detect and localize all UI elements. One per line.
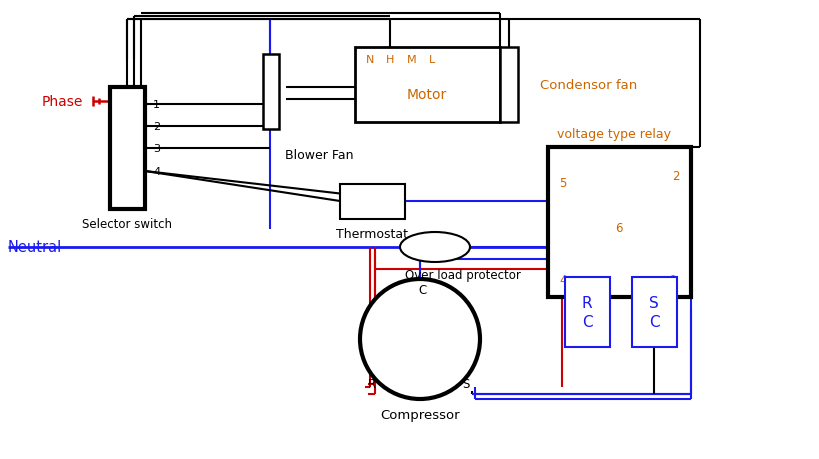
Bar <box>355 48 500 123</box>
Text: L: L <box>429 55 435 65</box>
Text: 1: 1 <box>153 100 160 110</box>
Text: Thermostat: Thermostat <box>336 228 408 241</box>
Text: 5: 5 <box>559 176 567 189</box>
Text: 4: 4 <box>559 273 567 286</box>
Text: Over load protector: Over load protector <box>405 269 521 282</box>
Text: Condensor fan: Condensor fan <box>540 78 637 91</box>
Text: Motor: Motor <box>407 88 447 102</box>
Text: 2: 2 <box>672 169 680 182</box>
Text: R: R <box>368 378 376 391</box>
Bar <box>548 148 691 297</box>
Text: Neutral: Neutral <box>8 240 62 255</box>
Bar <box>110 88 145 210</box>
Ellipse shape <box>400 233 470 263</box>
Bar <box>340 185 405 219</box>
Text: 3: 3 <box>153 144 160 154</box>
Text: 6: 6 <box>615 221 622 234</box>
Text: Compressor: Compressor <box>380 409 459 421</box>
Bar <box>263 55 279 130</box>
Text: C: C <box>419 283 428 296</box>
Text: 2: 2 <box>153 122 161 132</box>
Bar <box>632 277 677 347</box>
Text: H: H <box>386 55 394 65</box>
Text: S
C: S C <box>649 296 659 329</box>
Text: R
C: R C <box>581 296 592 329</box>
Text: S: S <box>462 378 469 391</box>
Text: OLP: OLP <box>423 241 447 254</box>
Bar <box>565 277 610 347</box>
Text: 1: 1 <box>669 273 676 286</box>
Bar <box>500 48 518 123</box>
Text: M: M <box>407 55 417 65</box>
Text: N: N <box>366 55 374 65</box>
Text: voltage type relay: voltage type relay <box>557 127 671 140</box>
Circle shape <box>360 280 480 399</box>
Text: Blower Fan: Blower Fan <box>285 148 354 161</box>
Text: 4: 4 <box>153 167 161 177</box>
Text: Phase: Phase <box>42 95 84 109</box>
Text: Selector switch: Selector switch <box>82 218 172 231</box>
